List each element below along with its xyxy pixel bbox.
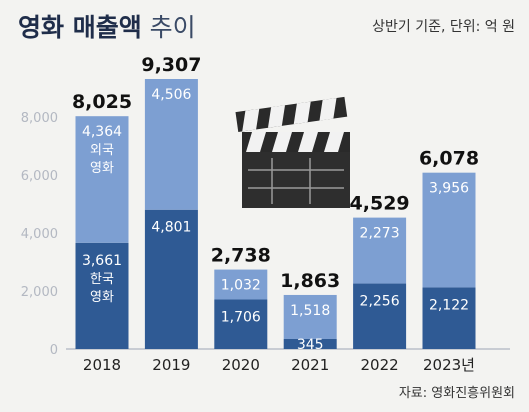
total-label: 9,307 bbox=[141, 54, 201, 76]
bar-domestic bbox=[75, 242, 129, 349]
data-label-domestic: 3,661 bbox=[82, 253, 122, 269]
bar-foreign bbox=[144, 79, 198, 210]
data-label-foreign: 1,518 bbox=[290, 303, 330, 319]
bar-foreign bbox=[283, 294, 337, 339]
data-label-domestic: 2,122 bbox=[429, 297, 469, 313]
total-label: 1,863 bbox=[280, 270, 340, 292]
y-tick-label: 8,000 bbox=[21, 111, 58, 126]
data-label-foreign: 4,364 bbox=[82, 124, 122, 140]
data-label-foreign: 2,273 bbox=[360, 226, 400, 242]
x-tick-label: 2022 bbox=[361, 356, 399, 374]
bar-foreign bbox=[353, 217, 407, 284]
y-tick-label: 0 bbox=[50, 343, 58, 358]
data-label-domestic: 345 bbox=[297, 337, 324, 353]
data-label-foreign: 1,032 bbox=[221, 278, 261, 294]
bar-domestic bbox=[422, 287, 476, 349]
y-tick-label: 6,000 bbox=[21, 169, 58, 184]
bar-foreign bbox=[75, 116, 129, 243]
legend-foreign-line1: 외국 bbox=[90, 143, 114, 158]
bar-foreign bbox=[422, 172, 476, 288]
total-label: 2,738 bbox=[211, 245, 271, 267]
bar-domestic bbox=[144, 209, 198, 349]
x-tick-label: 2020 bbox=[222, 356, 260, 374]
legend-foreign-line2: 영화 bbox=[90, 161, 114, 176]
bar-domestic bbox=[214, 299, 268, 349]
x-tick-label: 2019 bbox=[152, 356, 190, 374]
x-tick-label: 2018 bbox=[83, 356, 121, 374]
chart-title: 영화 매출액 추이 bbox=[18, 8, 196, 44]
data-label-domestic: 4,801 bbox=[151, 220, 191, 236]
data-label-domestic: 2,256 bbox=[360, 294, 400, 310]
data-label-foreign: 4,506 bbox=[151, 87, 191, 103]
total-label: 8,025 bbox=[72, 91, 132, 113]
x-tick-label: 2021 bbox=[291, 356, 329, 374]
title-bold: 영화 매출액 bbox=[18, 13, 142, 42]
unit-note: 상반기 기준, 단위: 억 원 bbox=[372, 19, 515, 35]
data-label-foreign: 3,956 bbox=[429, 181, 469, 197]
data-label-domestic: 1,706 bbox=[221, 310, 261, 326]
film-clapperboard-icon bbox=[235, 96, 350, 208]
x-tick-label: 2023년 bbox=[423, 356, 475, 374]
y-tick-label: 4,000 bbox=[21, 227, 58, 242]
bar-domestic bbox=[353, 283, 407, 349]
bar-foreign bbox=[214, 269, 268, 300]
title-light: 추이 bbox=[149, 13, 196, 42]
total-label: 6,078 bbox=[419, 148, 479, 170]
legend-domestic-line2: 영화 bbox=[90, 290, 114, 305]
total-label: 4,529 bbox=[350, 193, 410, 215]
source-note: 자료: 영화진흥위원회 bbox=[398, 386, 515, 401]
bar-domestic bbox=[283, 338, 337, 349]
legend-domestic-line1: 한국 bbox=[90, 272, 114, 287]
y-tick-label: 2,000 bbox=[21, 285, 58, 300]
